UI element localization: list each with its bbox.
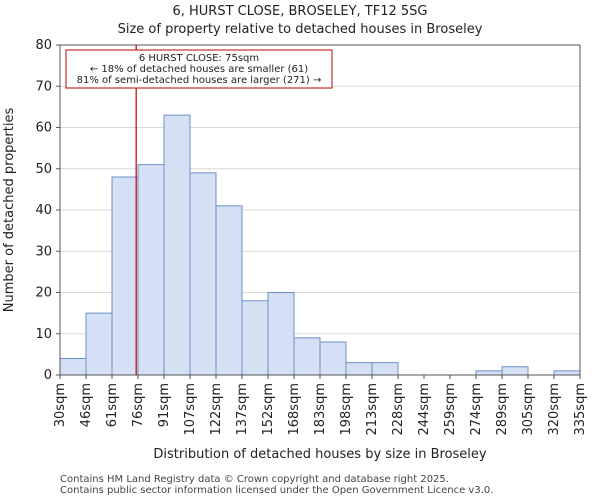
x-tick-label: 213sqm (365, 383, 380, 436)
x-tick-label: 137sqm (235, 383, 250, 436)
y-tick-label: 70 (35, 79, 52, 94)
histogram-bar (137, 164, 165, 376)
histogram-bar (475, 370, 503, 376)
x-tick-label: 198sqm (339, 383, 354, 436)
annotation-line: 6 HURST CLOSE: 75sqm (139, 53, 259, 64)
x-tick-label: 305sqm (521, 383, 536, 436)
y-tick-label: 30 (35, 244, 52, 259)
histogram-bar (267, 292, 295, 376)
histogram-bar (371, 362, 399, 376)
histogram-bar (189, 172, 217, 376)
x-tick-label: 76sqm (131, 383, 146, 427)
x-tick-label: 168sqm (287, 383, 302, 436)
x-tick-label: 107sqm (183, 383, 198, 436)
footer-line-2: Contains public sector information licen… (60, 485, 494, 496)
annotation-box (65, 49, 333, 89)
x-tick-label: 152sqm (261, 383, 276, 436)
y-tick-label: 20 (35, 286, 52, 301)
histogram-bar (293, 337, 321, 376)
x-tick-label: 335sqm (573, 383, 588, 436)
histogram-bar (59, 358, 87, 376)
y-tick-label: 50 (35, 162, 52, 177)
x-tick-label: 30sqm (53, 383, 68, 427)
histogram-bar (553, 370, 581, 376)
chart-subtitle: Size of property relative to detached ho… (117, 22, 483, 37)
x-tick-label: 320sqm (547, 383, 562, 436)
y-tick-label: 60 (35, 121, 52, 136)
x-tick-label: 91sqm (157, 383, 172, 427)
y-axis-label: Number of detached properties (2, 108, 17, 313)
histogram-bar (215, 205, 243, 376)
histogram-bar (319, 341, 347, 376)
x-tick-label: 228sqm (391, 383, 406, 436)
y-tick-label: 0 (44, 368, 52, 383)
x-tick-label: 274sqm (469, 383, 484, 436)
x-tick-label: 289sqm (495, 383, 510, 436)
y-tick-label: 10 (35, 327, 52, 342)
x-axis-label: Distribution of detached houses by size … (153, 447, 487, 462)
histogram-bar (163, 114, 191, 376)
histogram-bar (345, 362, 373, 376)
x-tick-label: 46sqm (79, 383, 94, 427)
chart-title: 6, HURST CLOSE, BROSELEY, TF12 5SG (172, 4, 428, 19)
footer-line-1: Contains HM Land Registry data © Crown c… (60, 474, 449, 485)
x-tick-label: 61sqm (105, 383, 120, 427)
histogram-bar (111, 176, 139, 376)
histogram-bar (241, 300, 269, 376)
annotation-line: 81% of semi-detached houses are larger (… (77, 75, 322, 86)
x-tick-label: 183sqm (313, 383, 328, 436)
y-tick-label: 80 (35, 38, 52, 53)
y-tick-label: 40 (35, 203, 52, 218)
histogram-bar (501, 366, 529, 376)
x-tick-label: 122sqm (209, 383, 224, 436)
annotation-line: ← 18% of detached houses are smaller (61… (90, 64, 308, 75)
x-tick-label: 244sqm (417, 383, 432, 436)
x-tick-label: 259sqm (443, 383, 458, 436)
histogram-bar (85, 312, 113, 376)
